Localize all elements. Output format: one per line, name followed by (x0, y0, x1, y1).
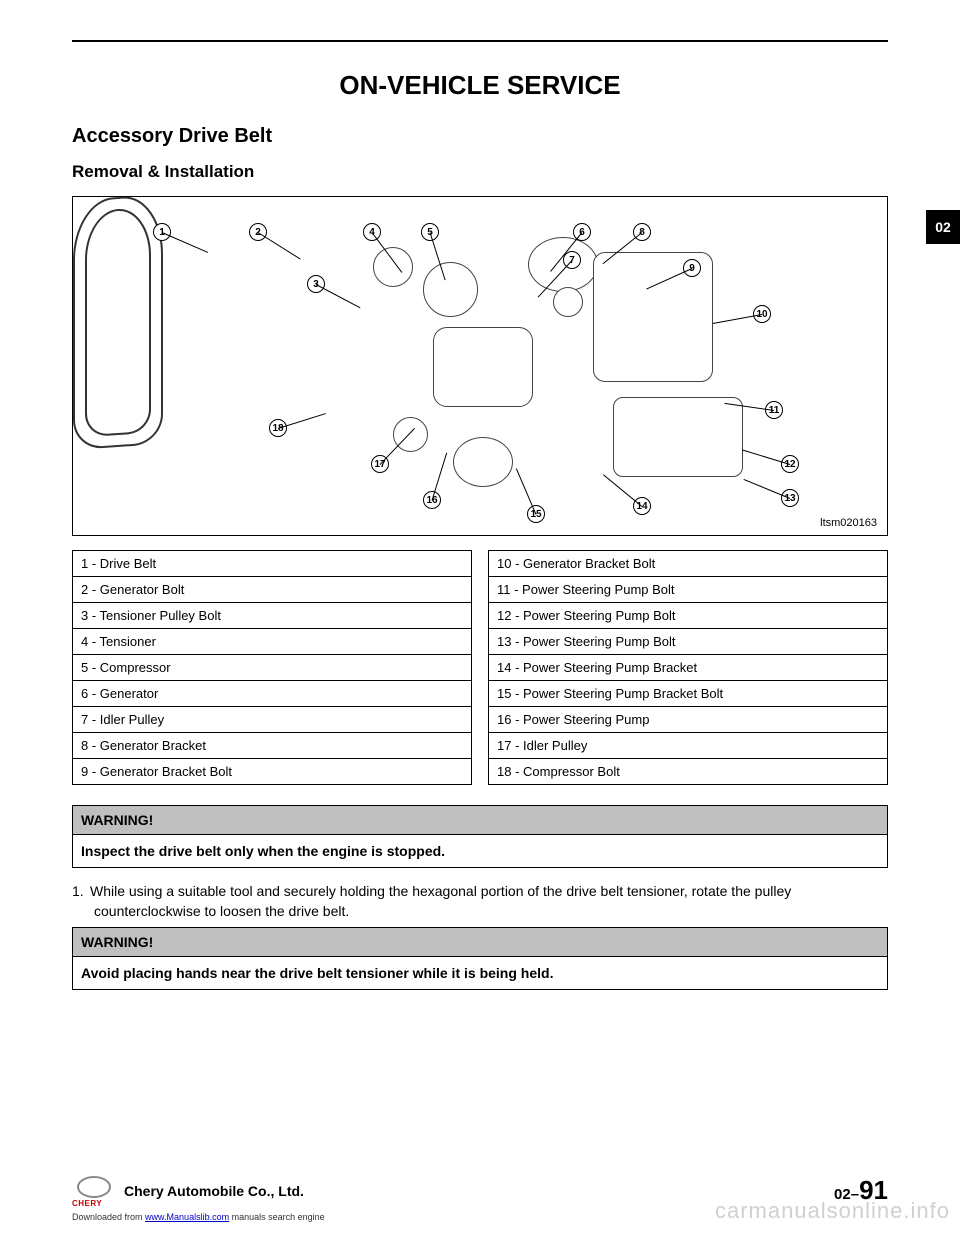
parts-row: 4 - Tensioner (73, 629, 472, 655)
step-number: 1. (72, 882, 90, 902)
parts-row: 18 - Compressor Bolt (489, 759, 888, 785)
diagram-caption: ltsm020163 (820, 517, 877, 529)
compressor-body-shape (433, 327, 533, 407)
ps-bracket-shape (613, 397, 743, 477)
leader-line (258, 232, 301, 259)
leader-line (316, 284, 361, 308)
leader-line (432, 453, 448, 501)
manualslib-link[interactable]: www.Manualslib.com (145, 1212, 229, 1222)
parts-row: 3 - Tensioner Pulley Bolt (73, 603, 472, 629)
watermark: carmanualsonline.info (715, 1198, 950, 1224)
step-1: 1.While using a suitable tool and secure… (94, 882, 888, 921)
footer-left: CHERY Chery Automobile Co., Ltd. (72, 1176, 304, 1206)
parts-row: 14 - Power Steering Pump Bracket (489, 655, 888, 681)
generator-shape (528, 237, 598, 292)
tensioner-shape (373, 247, 413, 287)
parts-row: 7 - Idler Pulley (73, 707, 472, 733)
parts-table-left: 1 - Drive Belt2 - Generator Bolt3 - Tens… (72, 550, 472, 785)
download-suffix: manuals search engine (229, 1212, 325, 1222)
leader-line (162, 232, 208, 253)
parts-row: 6 - Generator (73, 681, 472, 707)
warning-box-2: WARNING! Avoid placing hands near the dr… (72, 927, 888, 990)
parts-row: 10 - Generator Bracket Bolt (489, 551, 888, 577)
parts-row: 9 - Generator Bracket Bolt (73, 759, 472, 785)
step-text: While using a suitable tool and securely… (90, 883, 791, 919)
parts-row: 11 - Power Steering Pump Bolt (489, 577, 888, 603)
belt-shape (73, 196, 163, 450)
parts-row: 5 - Compressor (73, 655, 472, 681)
page-content: ON-VEHICLE SERVICE Accessory Drive Belt … (0, 0, 960, 990)
top-rule (72, 40, 888, 42)
leader-line (603, 474, 642, 507)
parts-row: 1 - Drive Belt (73, 551, 472, 577)
idler2-shape (553, 287, 583, 317)
warning-box-1: WARNING! Inspect the drive belt only whe… (72, 805, 888, 868)
footer-company: Chery Automobile Co., Ltd. (124, 1183, 304, 1199)
parts-row: 12 - Power Steering Pump Bolt (489, 603, 888, 629)
logo-text: CHERY (72, 1199, 102, 1208)
parts-row: 13 - Power Steering Pump Bolt (489, 629, 888, 655)
parts-row: 15 - Power Steering Pump Bracket Bolt (489, 681, 888, 707)
parts-row: 16 - Power Steering Pump (489, 707, 888, 733)
compressor-front-shape (423, 262, 478, 317)
parts-row: 2 - Generator Bolt (73, 577, 472, 603)
section-tab: 02 (926, 210, 960, 244)
chery-logo: CHERY (72, 1176, 116, 1206)
leader-line (278, 413, 326, 429)
leader-line (516, 468, 537, 514)
warning-header: WARNING! (73, 806, 888, 835)
section-title: Accessory Drive Belt (72, 125, 888, 148)
parts-row: 8 - Generator Bracket (73, 733, 472, 759)
leader-line (744, 479, 791, 499)
idler-shape (393, 417, 428, 452)
parts-table-right: 10 - Generator Bracket Bolt11 - Power St… (488, 550, 888, 785)
warning-body: Avoid placing hands near the drive belt … (73, 957, 888, 990)
parts-lists: 1 - Drive Belt2 - Generator Bolt3 - Tens… (72, 550, 888, 785)
download-source-line: Downloaded from www.Manualslib.com manua… (72, 1212, 325, 1222)
warning-body: Inspect the drive belt only when the eng… (73, 835, 888, 868)
exploded-diagram: 124568379101112131415161718 ltsm020163 (72, 196, 888, 536)
warning-header: WARNING! (73, 928, 888, 957)
subsection-title: Removal & Installation (72, 162, 888, 182)
download-prefix: Downloaded from (72, 1212, 145, 1222)
parts-row: 17 - Idler Pulley (489, 733, 888, 759)
ps-pump-shape (453, 437, 513, 487)
page-title: ON-VEHICLE SERVICE (72, 70, 888, 101)
